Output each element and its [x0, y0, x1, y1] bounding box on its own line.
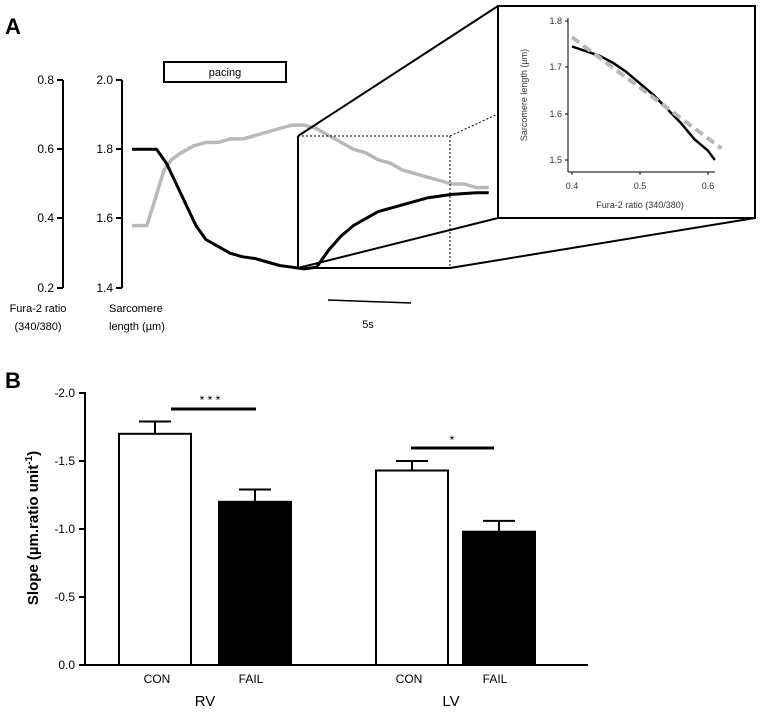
slope-tick: -1.0	[54, 522, 75, 536]
sig-label-lv: *	[450, 433, 455, 447]
panel-b-label: B	[5, 368, 21, 393]
inset-xlabel: Fura-2 ratio (340/380)	[596, 200, 684, 210]
fura-tick: 0.4	[37, 211, 54, 225]
scale-bar	[327, 299, 412, 304]
panel-b: B Slope (µm.ratio unit-1) -2.0 -1.5 -1.0…	[5, 368, 588, 710]
inset-ytick: 1.6	[549, 109, 562, 119]
fura-tick: 0.6	[37, 142, 54, 156]
traces	[132, 123, 489, 271]
inset-xtick: 0.5	[634, 181, 647, 191]
sl-tick: 1.6	[96, 211, 113, 225]
sl-tick: 2.0	[96, 73, 113, 87]
sig-label-rv: * * *	[200, 393, 221, 407]
panel-a: A pacing 0.8 0.6 0.4 0.2 Fura-2 ratio (3…	[5, 5, 756, 333]
sl-axis: 2.0 1.8 1.6 1.4 Sarcomere length (µm)	[96, 73, 165, 333]
inset-ytick: 1.8	[549, 16, 562, 26]
fura-tick: 0.8	[37, 73, 54, 87]
bar-rv-con	[118, 432, 192, 666]
bar-label: FAIL	[483, 672, 508, 686]
inset-ytick: 1.7	[549, 62, 562, 72]
inset: 1.8 1.7 1.6 1.5 0.4 0.5 0.6 Fura-2 ratio…	[497, 5, 756, 219]
bar-lv-fail	[462, 530, 536, 666]
inset-ylabel: Sarcomere length (µm)	[519, 49, 529, 141]
fura-axis-label: Fura-2 ratio	[10, 303, 67, 315]
slope-axis-label: Slope (µm.ratio unit-1)	[24, 451, 42, 605]
fura-axis-label: (340/380)	[14, 321, 61, 333]
inset-fit-line	[570, 35, 723, 151]
zoom-guides	[297, 5, 756, 269]
bar-label: CON	[144, 672, 171, 686]
group-label-rv: RV	[195, 693, 216, 710]
bar-lv-con	[375, 469, 449, 666]
fura-tick: 0.2	[37, 281, 54, 295]
sl-tick: 1.4	[96, 281, 113, 295]
scale-bar-label: 5s	[362, 319, 374, 331]
pacing-box	[163, 61, 287, 83]
significance: * * * *	[171, 393, 494, 450]
sl-axis-label: length (µm)	[109, 321, 165, 333]
fura-axis: 0.8 0.6 0.4 0.2 Fura-2 ratio (340/380)	[10, 73, 67, 333]
group-label-lv: LV	[442, 693, 459, 710]
bar-label: CON	[396, 672, 423, 686]
inset-xtick: 0.4	[566, 181, 579, 191]
sl-tick: 1.8	[96, 142, 113, 156]
bars	[118, 420, 536, 666]
slope-tick: -1.5	[54, 454, 75, 468]
inset-xtick: 0.6	[702, 181, 715, 191]
bar-rv-fail	[218, 500, 292, 666]
inset-frame	[497, 5, 756, 219]
slope-tick: 0.0	[58, 658, 75, 672]
slope-tick: -0.5	[54, 590, 75, 604]
slope-tick: -2.0	[54, 386, 75, 400]
inset-ytick: 1.5	[549, 155, 562, 165]
sl-axis-label: Sarcomere	[109, 303, 163, 315]
sarcomere-trace	[132, 147, 489, 271]
inset-traces	[570, 35, 723, 161]
panel-a-label: A	[5, 14, 21, 39]
fura-trace	[132, 123, 489, 228]
pacing-label: pacing	[209, 67, 241, 79]
bar-label: FAIL	[239, 672, 264, 686]
